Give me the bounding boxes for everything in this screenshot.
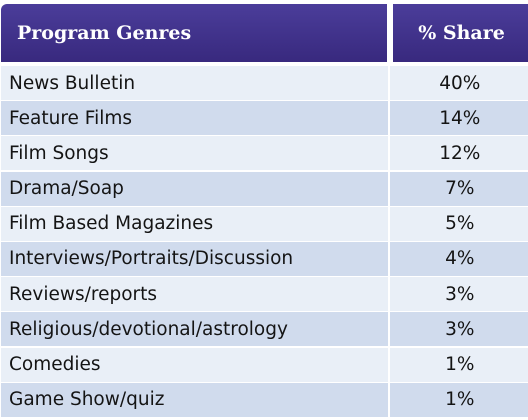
genre-cell: Religious/devotional/astrology bbox=[1, 312, 388, 347]
table-row: Film Songs 12% bbox=[1, 136, 528, 171]
share-cell: 1% bbox=[389, 347, 528, 382]
genre-cell: Interviews/Portraits/Discussion bbox=[1, 241, 388, 276]
genre-cell: Feature Films bbox=[1, 101, 388, 136]
table-row: Interviews/Portraits/Discussion 4% bbox=[1, 241, 528, 276]
genre-cell: Comedies bbox=[1, 347, 388, 382]
genre-cell: Film Songs bbox=[1, 136, 388, 171]
share-cell: 7% bbox=[389, 171, 528, 206]
table-row: Feature Films 14% bbox=[1, 101, 528, 136]
share-cell: 14% bbox=[389, 101, 528, 136]
table-row: Religious/devotional/astrology 3% bbox=[1, 312, 528, 347]
share-cell: 3% bbox=[389, 277, 528, 312]
share-cell: 12% bbox=[389, 136, 528, 171]
table-row: News Bulletin 40% bbox=[1, 66, 528, 100]
genre-cell: Reviews/reports bbox=[1, 277, 388, 312]
genre-cell: Film Based Magazines bbox=[1, 206, 388, 241]
header-program-genres: Program Genres bbox=[1, 4, 387, 62]
genre-cell: Game Show/quiz bbox=[1, 382, 388, 417]
share-cell: 1% bbox=[389, 382, 528, 417]
share-cell: 5% bbox=[389, 206, 528, 241]
table-body: News Bulletin 40% Feature Films 14% Film… bbox=[1, 66, 528, 418]
table-row: Drama/Soap 7% bbox=[1, 171, 528, 206]
share-cell: 3% bbox=[389, 312, 528, 347]
genre-cell: News Bulletin bbox=[1, 66, 388, 100]
table-row: Comedies 1% bbox=[1, 347, 528, 382]
share-cell: 40% bbox=[389, 66, 528, 100]
share-cell: 4% bbox=[389, 241, 528, 276]
genre-cell: Drama/Soap bbox=[1, 171, 388, 206]
table-row: Game Show/quiz 1% bbox=[1, 382, 528, 417]
table-row: Film Based Magazines 5% bbox=[1, 206, 528, 241]
header-percent-share: % Share bbox=[393, 4, 528, 62]
table-row: Reviews/reports 3% bbox=[1, 277, 528, 312]
